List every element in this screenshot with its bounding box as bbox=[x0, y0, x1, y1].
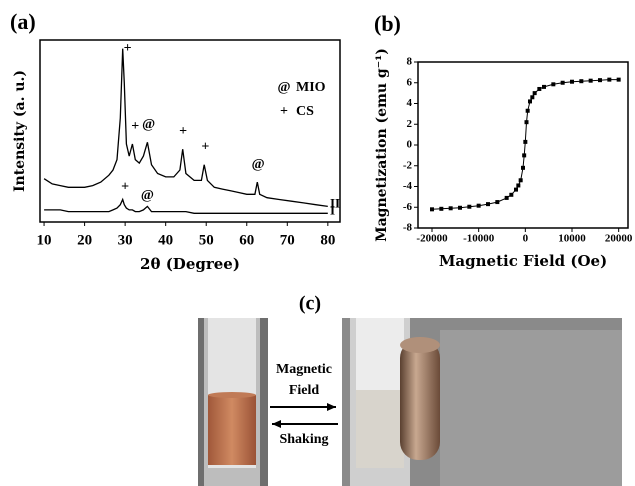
data-point bbox=[524, 120, 529, 125]
legend-symbol: + bbox=[280, 104, 288, 119]
data-point bbox=[570, 79, 574, 84]
data-point bbox=[521, 165, 525, 170]
legend-symbol: @ bbox=[277, 80, 290, 95]
data-point bbox=[430, 207, 434, 212]
data-point bbox=[598, 78, 602, 83]
x-tick-label: 0 bbox=[523, 233, 529, 245]
data-point bbox=[607, 77, 612, 82]
photo-before bbox=[198, 318, 268, 486]
peak-marker: @ bbox=[142, 117, 155, 132]
series-line bbox=[44, 197, 328, 214]
plot-frame bbox=[39, 39, 341, 223]
data-point bbox=[509, 192, 514, 197]
x-tick-label: 40 bbox=[158, 232, 173, 248]
data-point bbox=[530, 95, 535, 100]
y-tick-label: 0 bbox=[407, 139, 413, 151]
data-point bbox=[439, 206, 444, 211]
x-tick-label: 20 bbox=[77, 232, 92, 248]
data-point bbox=[486, 202, 490, 207]
panel-label: (b) bbox=[374, 11, 401, 36]
data-point bbox=[448, 206, 453, 211]
y-tick-label: -4 bbox=[403, 180, 413, 192]
peak-marker: + bbox=[124, 41, 132, 56]
data-point bbox=[495, 200, 500, 205]
data-point bbox=[560, 80, 565, 85]
y-axis-label: Magnetization (emu g⁻¹) bbox=[374, 48, 390, 242]
y-tick-label: 4 bbox=[407, 97, 413, 109]
x-axis-label: 2θ (Degree) bbox=[140, 255, 240, 273]
photo-after bbox=[342, 318, 622, 486]
data-point bbox=[476, 203, 481, 208]
data-point bbox=[537, 86, 542, 91]
peak-marker: @ bbox=[252, 157, 265, 172]
y-tick-label: -8 bbox=[403, 222, 413, 234]
y-tick-label: 2 bbox=[407, 118, 413, 130]
data-point bbox=[514, 187, 518, 192]
data-point bbox=[525, 108, 530, 113]
y-tick-label: 8 bbox=[407, 56, 413, 68]
data-point bbox=[616, 77, 621, 82]
data-point bbox=[551, 82, 556, 87]
legend-label: CS bbox=[296, 104, 314, 119]
data-point bbox=[467, 204, 472, 209]
x-axis-label: Magnetic Field (Oe) bbox=[439, 252, 607, 270]
y-tick-label: -2 bbox=[403, 159, 413, 171]
legend-label: MIO bbox=[296, 80, 326, 95]
data-point bbox=[579, 79, 584, 84]
x-tick-label: 50 bbox=[199, 232, 214, 248]
arrow-head bbox=[272, 420, 281, 428]
arrow-text: Field bbox=[289, 383, 320, 398]
arrow-text: Magnetic bbox=[276, 362, 332, 377]
x-tick-label: 60 bbox=[239, 232, 254, 248]
series-line bbox=[43, 48, 328, 208]
x-tick-label: 20000 bbox=[605, 233, 633, 245]
peak-marker: + bbox=[131, 119, 139, 134]
data-point bbox=[532, 91, 537, 96]
arrow-head bbox=[327, 403, 336, 411]
data-point bbox=[516, 183, 521, 188]
y-axis-label: Intensity (a. u.) bbox=[12, 70, 28, 192]
plot-frame bbox=[417, 61, 629, 229]
data-point bbox=[458, 205, 462, 210]
peak-marker: + bbox=[121, 180, 129, 195]
data-point bbox=[588, 78, 593, 83]
series-label: II bbox=[330, 195, 340, 210]
y-tick-label: -6 bbox=[403, 201, 413, 213]
x-tick-label: 10 bbox=[37, 232, 52, 248]
peak-marker: @ bbox=[141, 188, 154, 203]
x-tick-label: 80 bbox=[320, 232, 335, 248]
data-point bbox=[504, 195, 509, 200]
arrow-text: Shaking bbox=[279, 432, 328, 447]
x-tick-label: -10000 bbox=[463, 233, 495, 245]
x-tick-label: 30 bbox=[118, 232, 133, 248]
data-point bbox=[522, 153, 527, 158]
x-tick-label: 10000 bbox=[558, 233, 586, 245]
panel-label: (c) bbox=[299, 293, 321, 315]
peak-marker: + bbox=[179, 124, 187, 139]
data-point bbox=[542, 84, 546, 89]
peak-marker: + bbox=[201, 140, 209, 155]
data-point bbox=[528, 99, 532, 104]
data-point bbox=[518, 178, 523, 183]
x-tick-label: -20000 bbox=[416, 233, 448, 245]
data-point bbox=[523, 139, 528, 144]
y-tick-label: 6 bbox=[407, 76, 413, 88]
series-line bbox=[431, 79, 619, 210]
series-label: I bbox=[330, 202, 335, 217]
panel-label: (a) bbox=[10, 9, 36, 34]
x-tick-label: 70 bbox=[280, 232, 295, 248]
